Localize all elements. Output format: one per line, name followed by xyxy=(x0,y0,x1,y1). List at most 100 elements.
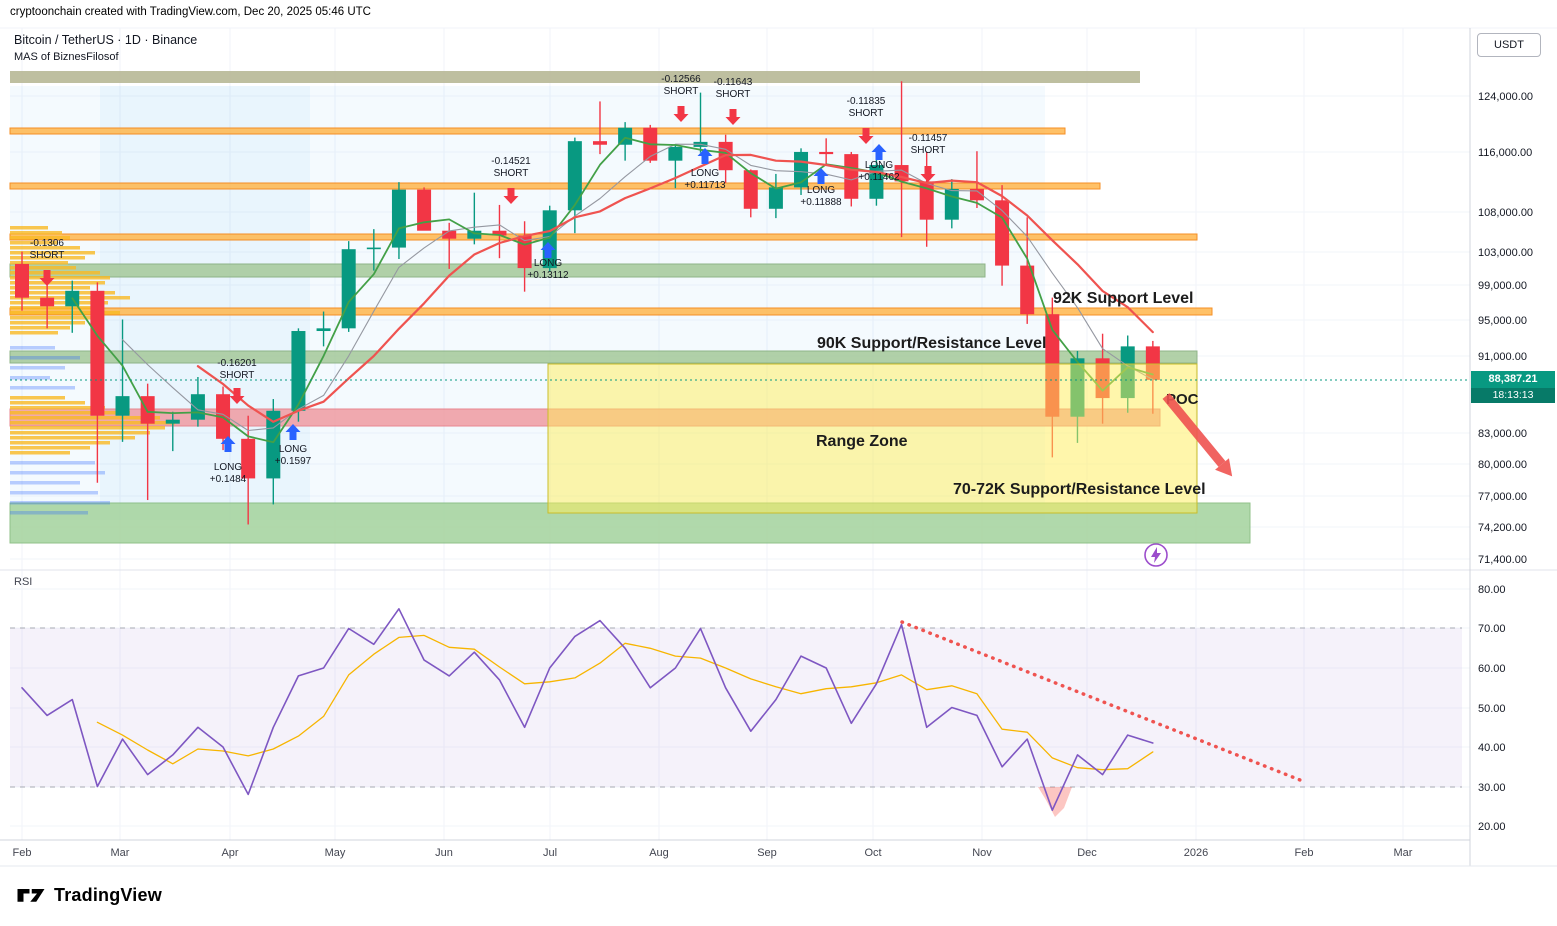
volume-profile-bar xyxy=(10,426,165,430)
price-band xyxy=(9,350,1198,364)
trade-marker-arrow xyxy=(39,270,55,286)
candle-body xyxy=(40,297,55,307)
candle-body xyxy=(668,146,683,161)
indicator-title[interactable]: MAS of BiznesFilosof xyxy=(14,51,119,63)
trade-marker-label: SHORT xyxy=(716,89,751,100)
current-price-badge: 88,387.21 18:13:13 xyxy=(1471,371,1555,403)
currency-toggle-button[interactable]: USDT xyxy=(1477,33,1541,57)
trade-marker-label: +0.13112 xyxy=(527,270,569,281)
rsi-axis-label: 50.00 xyxy=(1478,703,1506,715)
volume-profile-bar xyxy=(10,261,68,265)
volume-profile-bar xyxy=(10,301,108,305)
lightning-bolt-icon[interactable] xyxy=(1151,547,1161,563)
candle-body xyxy=(442,230,457,239)
volume-profile-bar xyxy=(10,271,100,275)
volume-profile-bar xyxy=(10,306,95,310)
volume-profile-bar xyxy=(10,461,95,465)
candle-body xyxy=(140,396,155,424)
price-axis-label: 95,000.00 xyxy=(1478,315,1527,327)
trade-marker-arrow xyxy=(858,128,874,144)
price-axis-label: 99,000.00 xyxy=(1478,280,1527,292)
trade-marker-label: -0.1306 xyxy=(30,238,64,249)
big-red-arrowhead xyxy=(1215,458,1233,477)
price-band xyxy=(9,127,1066,135)
chart-annotation-text: 90K Support/Resistance Level xyxy=(817,335,1046,352)
trade-marker-label: SHORT xyxy=(664,86,699,97)
trade-marker-label: -0.11835 xyxy=(847,96,886,107)
volume-profile-bar xyxy=(10,511,88,515)
rsi-axis-label: 40.00 xyxy=(1478,742,1506,754)
trade-marker-label: +0.11462 xyxy=(858,172,900,183)
candle-body xyxy=(944,188,959,220)
rsi-axis-label: 20.00 xyxy=(1478,821,1506,833)
volume-profile-bar xyxy=(10,481,80,485)
trade-marker-label: +0.1484 xyxy=(210,474,247,485)
symbol-title[interactable]: Bitcoin / TetherUS · 1D · Binance xyxy=(14,33,198,47)
volume-profile-bar xyxy=(10,376,50,380)
time-axis-label: Mar xyxy=(1394,847,1413,859)
trade-marker-label: LONG xyxy=(691,168,720,179)
volume-profile-bar xyxy=(10,436,135,440)
time-axis-label: Aug xyxy=(649,847,669,859)
trade-marker-label: SHORT xyxy=(30,250,65,261)
volume-profile-bar xyxy=(10,471,105,475)
time-axis-label: Feb xyxy=(1295,847,1314,859)
price-axis-label: 71,400.00 xyxy=(1478,554,1527,566)
price-axis-label: 91,000.00 xyxy=(1478,351,1527,363)
time-axis-label: Oct xyxy=(864,847,881,859)
volume-profile-bar xyxy=(10,311,120,315)
candle-body xyxy=(266,410,281,479)
candle-body xyxy=(190,394,205,420)
trade-marker-label: SHORT xyxy=(220,370,255,381)
volume-profile-bar xyxy=(10,346,55,350)
price-axis-label: 116,000.00 xyxy=(1478,147,1532,159)
volume-profile-bar xyxy=(10,286,90,290)
trade-marker-label: +0.11888 xyxy=(800,197,842,208)
trade-marker-label: LONG xyxy=(807,185,836,196)
trade-marker-label: +0.11713 xyxy=(684,180,726,191)
rsi-axis-label: 30.00 xyxy=(1478,782,1506,794)
price-band xyxy=(9,263,986,278)
candle-body xyxy=(995,200,1010,266)
candle-body xyxy=(291,331,306,411)
volume-profile-bar xyxy=(10,491,98,495)
trade-marker-label: -0.14521 xyxy=(491,156,531,167)
trade-marker-arrow xyxy=(229,388,245,404)
candle-body xyxy=(919,181,934,220)
candle-body xyxy=(165,419,180,424)
price-axis-label: 103,000.00 xyxy=(1478,247,1533,259)
trade-marker-label: LONG xyxy=(865,160,894,171)
price-band xyxy=(9,182,1101,190)
trade-marker-label: SHORT xyxy=(849,108,884,119)
price-axis-label: 108,000.00 xyxy=(1478,207,1533,219)
price-axis-label: 83,000.00 xyxy=(1478,428,1527,440)
candle-body xyxy=(567,141,582,211)
chart-annotation-text: 70-72K Support/Resistance Level xyxy=(953,481,1206,498)
candle-body xyxy=(819,151,834,155)
trade-marker-label: -0.12566 xyxy=(661,74,701,85)
big-red-arrow xyxy=(1162,393,1226,467)
ma-fast-line xyxy=(71,136,1154,444)
trade-marker-label: LONG xyxy=(279,444,308,455)
candle-body xyxy=(1020,265,1035,315)
time-axis-label: 2026 xyxy=(1184,847,1208,859)
trade-marker-label: +0.1597 xyxy=(275,456,312,467)
rsi-line xyxy=(21,607,1154,812)
volume-profile-bar xyxy=(10,226,48,230)
candle-body xyxy=(743,170,758,209)
candle-body xyxy=(15,263,29,298)
attribution-text: cryptoonchain created with TradingView.c… xyxy=(10,6,371,18)
tradingview-logo[interactable]: TradingView xyxy=(16,883,162,907)
volume-profile-bar xyxy=(10,241,58,245)
candle-body xyxy=(90,290,105,416)
price-axis-label: 80,000.00 xyxy=(1478,459,1527,471)
volume-profile-bar xyxy=(10,431,150,435)
volume-profile-bar xyxy=(10,326,70,330)
volume-profile-bar xyxy=(10,406,105,410)
time-axis-label: Dec xyxy=(1077,847,1097,859)
trade-marker-arrow xyxy=(220,436,236,452)
trade-marker-label: -0.11643 xyxy=(714,77,753,88)
trade-marker-arrow xyxy=(503,188,519,204)
rsi-axis-label: 60.00 xyxy=(1478,663,1506,675)
